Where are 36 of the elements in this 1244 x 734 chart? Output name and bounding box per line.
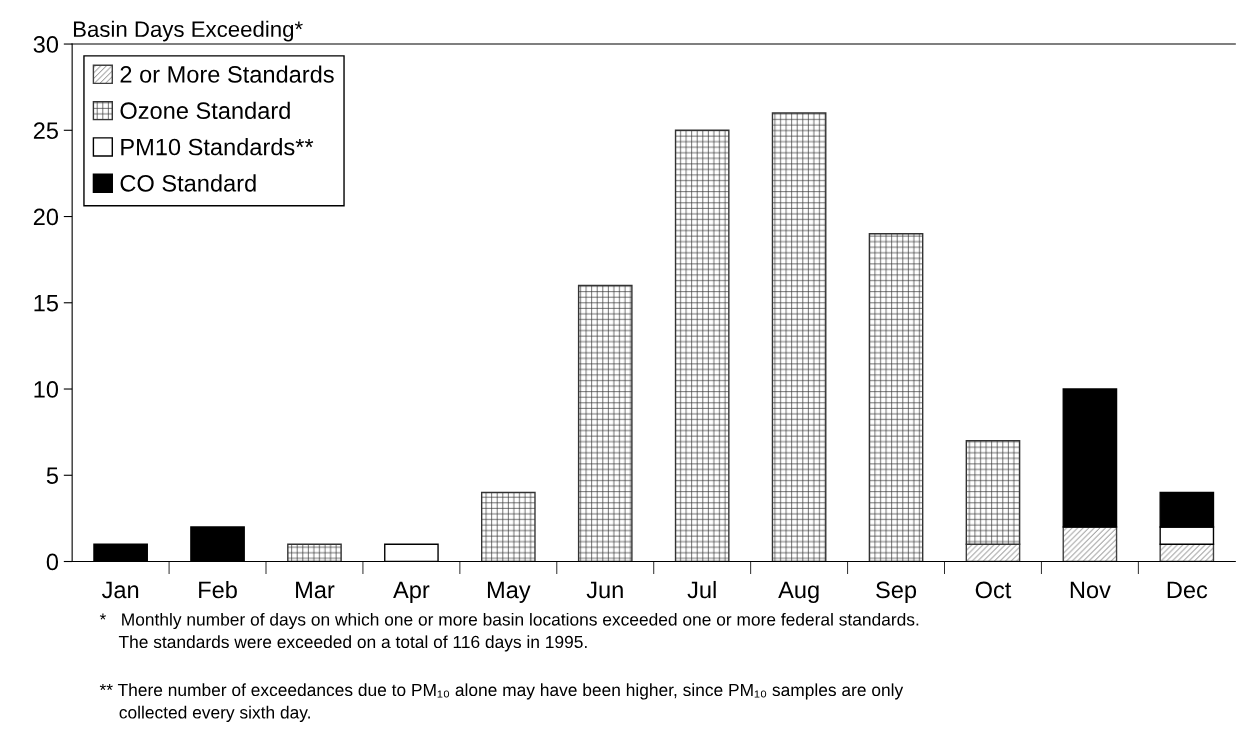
bar	[287, 543, 342, 562]
bar	[1159, 543, 1215, 562]
x-tick-label: Dec	[1167, 581, 1208, 599]
bar	[1062, 526, 1118, 562]
y-tick-label: 15	[34, 295, 58, 312]
legend-label: PM10 Standards**	[121, 138, 314, 156]
legend-label: Ozone Standard	[120, 101, 290, 120]
x-tick-label: Mar	[296, 581, 335, 599]
x-tick-label: May	[487, 581, 531, 603]
x-tick-label: Aug	[778, 581, 819, 603]
x-tick-label: Jan	[101, 581, 139, 599]
legend-label: CO Standard	[120, 174, 256, 192]
legend-label: 2 or More Standards	[120, 65, 334, 83]
bar	[480, 491, 536, 562]
x-tick-label: Jun	[586, 581, 623, 599]
text: * Monthly number of days on which one or more basin locations exceeded one or more federal standards. The standards were exceeded on a total of 116 days in 1995.	[99, 612, 919, 652]
bar	[965, 440, 1021, 545]
x-tick-label: Feb	[199, 580, 237, 599]
x-tick-label: Oct	[975, 581, 1012, 599]
y-axis-title: Basin Days Exceeding*	[73, 20, 303, 42]
y-tick-label: 0	[46, 553, 59, 571]
y-tick-label: 10	[34, 381, 59, 398]
x-tick-label: Nov	[1070, 581, 1111, 599]
y-tick-label: 25	[33, 122, 58, 140]
y-tick-label: 20	[33, 208, 59, 226]
x-tick-label: Jul	[687, 580, 716, 599]
y-tick-label: 5	[46, 467, 58, 485]
y-tick-label: 30	[33, 36, 59, 53]
text: ** There number of exceedances due to PM₁₀ alone may have been higher, since PM₁₀ samples are only collected every sixth day.	[99, 683, 904, 723]
bar	[771, 112, 827, 562]
bar	[1062, 388, 1118, 528]
bar	[674, 129, 730, 562]
x-tick-label: Apr	[393, 581, 430, 603]
x-tick-label: Sep	[876, 581, 917, 603]
bar	[577, 284, 633, 562]
bar	[868, 233, 924, 562]
